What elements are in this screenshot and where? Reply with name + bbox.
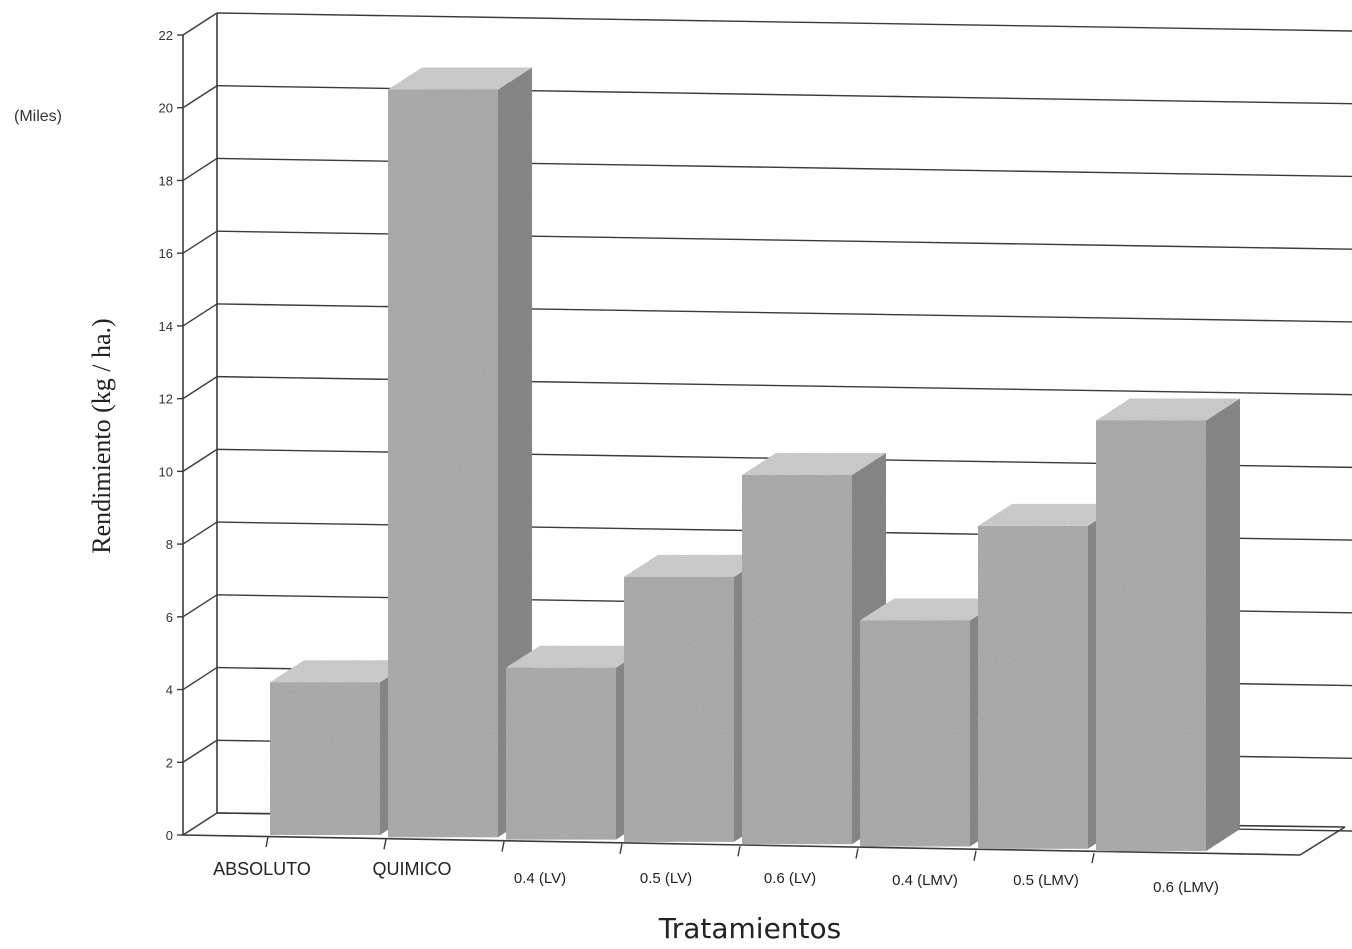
bar: [388, 67, 532, 838]
gridline-depth: [182, 12, 218, 36]
x-tick-label: 0.5 (LV): [640, 870, 692, 887]
x-tick-mark: [855, 848, 859, 859]
bar-front: [978, 525, 1088, 849]
y-tick-label: 10: [159, 464, 173, 479]
x-tick-label: 0.5 (LMV): [1013, 872, 1079, 889]
gridline-depth: [182, 448, 218, 472]
bar-front: [388, 89, 498, 838]
bar-top: [742, 453, 886, 475]
y-tick-label: 12: [159, 392, 173, 407]
gridline-depth: [182, 812, 218, 836]
gridline: [216, 157, 1352, 178]
bar-front: [1096, 420, 1206, 852]
gridline: [216, 12, 1352, 32]
gridline-depth: [182, 85, 218, 109]
x-tick-label: 0.4 (LMV): [892, 872, 958, 889]
gridline-depth: [182, 666, 218, 691]
gridline-depth: [182, 157, 218, 182]
y-tick-label: 8: [166, 537, 173, 552]
y-tick-label: 4: [166, 683, 173, 698]
y-tick-label: 6: [166, 610, 173, 625]
bar-top: [624, 554, 768, 577]
gridline: [216, 375, 1352, 396]
x-axis-title: Tratamientos: [658, 912, 842, 945]
gridline-depth: [182, 376, 218, 400]
x-tick-mark: [265, 836, 269, 848]
bar-top: [978, 503, 1122, 526]
gridline: [216, 303, 1352, 323]
bars: [270, 67, 1240, 852]
x-tick-mark: [1091, 852, 1095, 864]
bar-top: [1096, 398, 1240, 421]
bar-top: [388, 67, 532, 90]
x-tick-label: 0.6 (LMV): [1153, 879, 1219, 896]
y-axis-ticks: 0 2 4 6 8 10 12 14 16 18 20 22: [159, 28, 183, 843]
x-tick-label: 0.6 (LV): [764, 870, 816, 887]
x-tick-mark: [501, 841, 505, 852]
bar-front: [270, 682, 380, 835]
y-tick-label: 18: [159, 173, 173, 188]
gridline: [216, 85, 1352, 105]
gridline-depth: [182, 594, 218, 618]
y-tick-label: 14: [159, 319, 173, 334]
x-tick-mark: [383, 839, 387, 850]
y-tick-label: 0: [166, 828, 173, 843]
bar: [1096, 398, 1240, 852]
floor-front-edge: [182, 834, 1301, 856]
bar-top: [860, 598, 1004, 621]
gridline-depth: [182, 521, 218, 545]
bar-front: [860, 620, 970, 847]
bar-front: [742, 475, 852, 845]
gridline: [216, 230, 1352, 250]
x-tick-mark: [619, 843, 623, 855]
x-tick-label: QUIMICO: [373, 859, 452, 879]
bar-top: [506, 645, 650, 668]
x-axis-tick-labels: ABSOLUTO QUIMICO 0.4 (LV) 0.5 (LV) 0.6 (LV) 0…: [213, 836, 1219, 896]
y-tick-label: 22: [159, 28, 173, 43]
floor-right-edge: [1299, 826, 1346, 856]
gridline-depth: [182, 230, 218, 254]
bar-front: [624, 576, 734, 842]
bar: [742, 453, 886, 845]
bar-top: [270, 660, 414, 683]
y-axis-units-label: (Miles): [14, 108, 62, 125]
gridline-depth: [182, 303, 218, 327]
y-axis-title: Rendimiento (kg / ha.): [87, 318, 116, 553]
x-tick-label: ABSOLUTO: [213, 859, 311, 879]
x-tick-mark: [737, 846, 741, 857]
x-tick-mark: [973, 850, 977, 861]
bar-side: [1206, 398, 1240, 852]
y-tick-label: 16: [159, 246, 173, 261]
y-tick-label: 20: [159, 101, 173, 116]
gridline-depth: [182, 739, 218, 763]
bar-front: [506, 667, 616, 840]
bar-side: [498, 67, 532, 838]
x-tick-label: 0.4 (LV): [514, 870, 566, 887]
y-tick-label: 2: [166, 755, 173, 770]
